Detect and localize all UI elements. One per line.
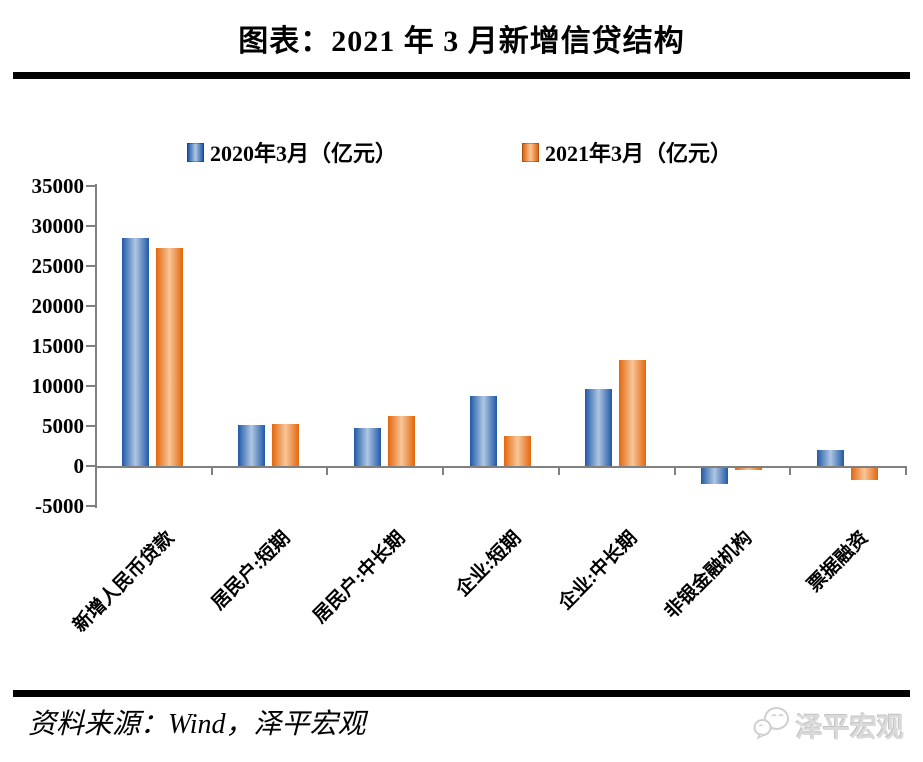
legend-swatch-2021-icon xyxy=(522,142,539,162)
category-label: 非银金融机构 xyxy=(661,527,757,624)
legend-item-2021: 2021年3月（亿元） xyxy=(522,136,732,168)
y-axis-tick-label: 0 xyxy=(73,454,85,478)
x-axis-tick xyxy=(905,466,907,475)
y-axis-tick xyxy=(86,185,95,187)
x-axis-tick xyxy=(95,466,97,475)
chart-title: 图表：2021 年 3 月新增信贷结构 xyxy=(238,25,685,58)
bar-2020年-非银金融机构 xyxy=(700,468,728,484)
x-axis-tick xyxy=(789,466,792,475)
watermark-text: 泽平宏观 xyxy=(796,713,904,743)
x-axis-tick xyxy=(557,466,560,475)
legend-label-2020: 2020年3月（亿元） xyxy=(210,141,398,166)
category-label: 居民户:中长期 xyxy=(309,527,410,628)
y-axis-tick-label: 30000 xyxy=(31,214,85,238)
legend-swatch-2020-icon xyxy=(187,142,204,162)
y-axis-tick-label: 10000 xyxy=(31,374,85,398)
category-label: 居民户:短期 xyxy=(207,527,294,615)
x-axis-line xyxy=(95,466,907,468)
y-axis-tick-label: 5000 xyxy=(42,414,84,438)
y-axis-tick xyxy=(86,345,95,347)
y-axis-tick xyxy=(86,425,95,427)
y-axis-tick-label: 20000 xyxy=(31,294,85,318)
y-axis-line xyxy=(95,184,97,508)
y-axis-tick xyxy=(86,225,95,227)
bar-2020年-居民户:短期 xyxy=(238,424,266,466)
legend-item-2020: 2020年3月（亿元） xyxy=(187,136,397,168)
bar-2020年-票据融资 xyxy=(816,449,844,466)
y-axis-tick xyxy=(86,505,95,507)
bar-2020年-居民户:中长期 xyxy=(353,428,381,466)
y-axis-tick xyxy=(86,265,95,267)
y-axis-tick xyxy=(86,465,95,467)
footer-divider xyxy=(13,690,910,697)
y-axis-tick-label: 25000 xyxy=(31,254,85,278)
source-note: 资料来源：Wind，泽平宏观 xyxy=(28,709,366,740)
bar-2021年-居民户:中长期 xyxy=(387,416,415,466)
bar-2021年-新增人民币贷款 xyxy=(156,247,184,466)
bar-2020年-企业:短期 xyxy=(469,395,497,466)
bar-2020年-企业:中长期 xyxy=(585,388,613,466)
legend-label-2021: 2021年3月（亿元） xyxy=(545,141,733,166)
bar-2021年-居民户:短期 xyxy=(272,424,300,466)
y-axis-tick-label: -5000 xyxy=(35,494,84,518)
category-label: 企业:中长期 xyxy=(554,527,642,615)
bar-2021年-非银金融机构 xyxy=(734,468,762,471)
y-axis-tick-label: 35000 xyxy=(31,174,85,198)
watermark: 泽平宏观 xyxy=(752,704,904,747)
category-label: 企业:短期 xyxy=(452,527,526,601)
title-divider xyxy=(13,72,910,79)
x-axis-tick xyxy=(673,466,676,475)
y-axis-tick xyxy=(86,385,95,387)
bar-2021年-票据融资 xyxy=(850,468,878,481)
y-axis-tick xyxy=(86,305,95,307)
bar-2021年-企业:短期 xyxy=(503,436,531,466)
x-axis-tick xyxy=(442,466,445,475)
category-label: 票据融资 xyxy=(803,527,873,597)
x-axis-tick xyxy=(326,466,329,475)
category-label: 新增人民币贷款 xyxy=(69,527,179,637)
y-axis-tick-label: 15000 xyxy=(31,334,85,358)
chat-bubbles-icon xyxy=(752,704,792,747)
x-axis-tick xyxy=(210,466,213,475)
bar-2021年-企业:中长期 xyxy=(619,359,647,466)
bar-2020年-新增人民币贷款 xyxy=(122,238,150,466)
